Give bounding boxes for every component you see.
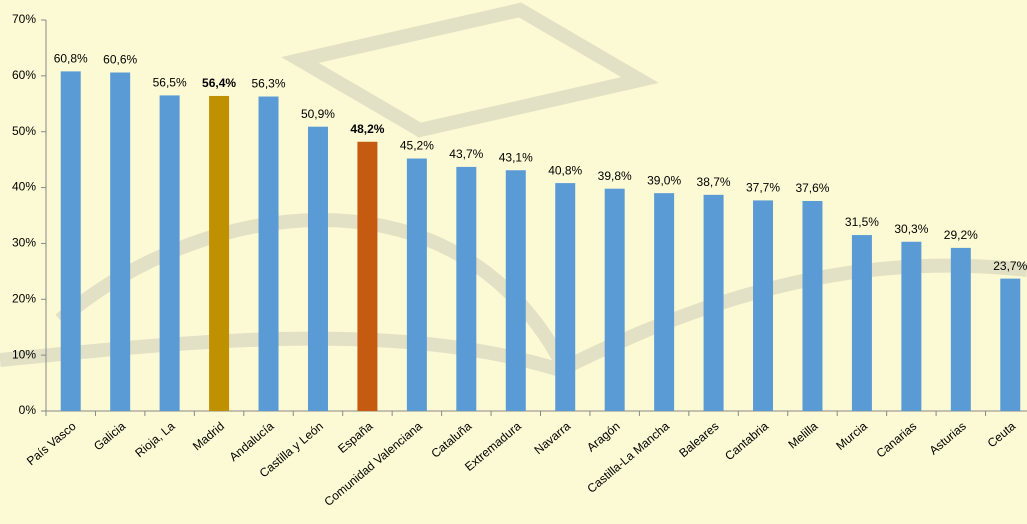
y-tick-label: 50%	[12, 124, 36, 138]
y-tick-label: 70%	[12, 12, 36, 26]
y-tick-label: 60%	[12, 68, 36, 82]
value-label: 56,5%	[153, 76, 187, 90]
value-label: 37,7%	[746, 181, 780, 195]
bar	[950, 247, 971, 411]
value-label: 23,7%	[993, 259, 1027, 273]
bar	[307, 126, 328, 412]
bar	[505, 170, 526, 411]
value-label: 43,7%	[449, 147, 483, 161]
value-label: 30,3%	[894, 222, 928, 236]
bar	[406, 158, 427, 411]
bar	[110, 72, 131, 412]
bar	[555, 183, 576, 411]
bar	[159, 95, 180, 412]
y-tick-label: 40%	[12, 180, 36, 194]
bar	[851, 235, 872, 411]
y-tick-label: 30%	[12, 236, 36, 250]
bar	[703, 194, 724, 411]
bar	[901, 241, 922, 411]
value-label: 50,9%	[301, 107, 335, 121]
bar	[60, 71, 81, 411]
value-label: 45,2%	[400, 139, 434, 153]
value-label: 43,1%	[499, 150, 533, 164]
value-label: 39,8%	[598, 169, 632, 183]
bar	[258, 96, 279, 411]
value-label: 48,2%	[350, 122, 384, 136]
bar	[357, 141, 378, 412]
y-tick-label: 0%	[19, 403, 37, 417]
value-label: 60,6%	[103, 53, 137, 67]
value-label: 40,8%	[548, 163, 582, 177]
y-tick-label: 20%	[12, 291, 36, 305]
bar	[456, 166, 477, 411]
value-label: 60,8%	[54, 52, 88, 66]
bar	[604, 188, 625, 411]
bar	[802, 200, 823, 411]
value-label: 56,4%	[202, 76, 236, 90]
value-label: 39,0%	[647, 173, 681, 187]
value-label: 29,2%	[944, 228, 978, 242]
bar	[654, 193, 675, 411]
value-label: 38,7%	[697, 175, 731, 189]
y-tick-label: 10%	[12, 347, 36, 361]
value-label: 37,6%	[795, 181, 829, 195]
value-label: 31,5%	[845, 215, 879, 229]
value-label: 56,3%	[252, 77, 286, 91]
bar	[209, 95, 230, 412]
bar	[753, 200, 774, 411]
bar	[1000, 278, 1021, 411]
